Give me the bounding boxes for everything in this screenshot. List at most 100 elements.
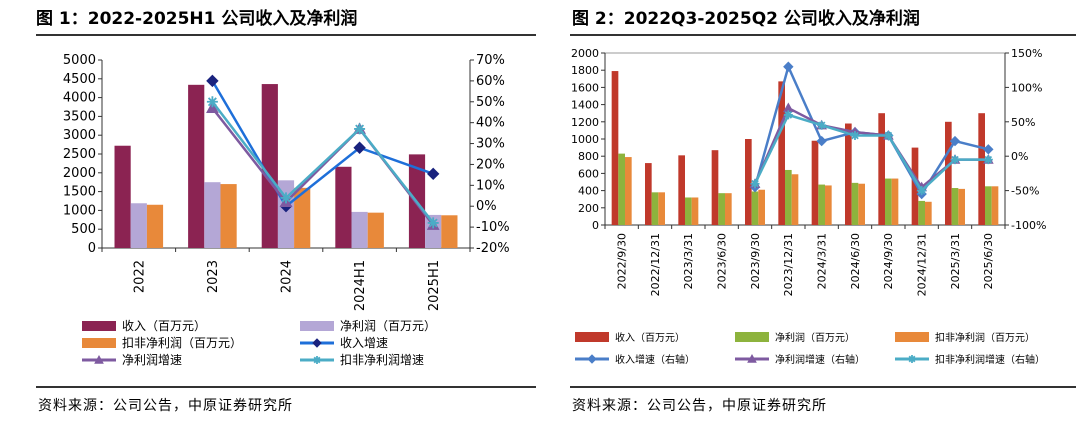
fig2-legend-swatch <box>895 332 929 342</box>
fig1-bar <box>188 84 205 248</box>
figure-1-top-rule <box>36 34 536 36</box>
fig1-left-tick-label: 4500 <box>63 72 96 87</box>
fig2-point <box>983 155 993 165</box>
fig2-bar <box>991 186 999 225</box>
figure-2-chart: 0 200 400 600 800 1000 1200 1400 1600 1800 2000 -10… <box>571 47 1046 366</box>
fig1-category-label: 2025H1 <box>427 260 442 311</box>
fig2-bar <box>825 185 832 225</box>
fig2-left-tick-label: 1000 <box>571 133 599 146</box>
fig2-bar <box>958 188 965 225</box>
fig1-right-tick-label: 30% <box>476 137 505 152</box>
fig2-bar <box>985 186 992 225</box>
fig2-series-line <box>753 113 989 193</box>
fig2-category-label: 2024/9/30 <box>882 233 895 289</box>
fig1-point <box>206 101 219 113</box>
fig1-right-tick-label: 10% <box>476 178 505 193</box>
fig2-point <box>783 61 794 72</box>
fig2-bar <box>845 123 852 225</box>
fig2-bar <box>691 197 699 225</box>
fig2-bar <box>918 200 925 225</box>
fig1-point <box>426 167 440 181</box>
fig1-bar <box>294 187 311 248</box>
fig2-legend-label: 净利润（百万元） <box>775 331 855 344</box>
fig1-bar <box>335 166 352 248</box>
figure-1-panel: 图 1：2022-2025H1 公司收入及净利润 0 500 1000 1500 200… <box>36 9 536 414</box>
fig1-right-tick-label: -20% <box>476 241 510 256</box>
fig1-bar <box>441 215 458 248</box>
fig1-point <box>354 123 366 135</box>
figure-2-source: 资料来源：公司公告，中原证券研究所 <box>572 398 827 414</box>
fig2-bar <box>945 121 952 225</box>
fig2-right-tick-label: 100% <box>1011 81 1042 94</box>
fig2-point <box>983 144 994 155</box>
fig2-right-tick-label: -100% <box>1011 219 1046 232</box>
figure-1-bottom-rule <box>36 386 536 388</box>
fig1-legend-label: 扣非净利润增速 <box>340 353 424 367</box>
fig2-left-tick-label: 800 <box>578 150 599 163</box>
fig1-bar <box>367 212 384 248</box>
fig2-legend-label: 收入（百万元） <box>615 331 685 344</box>
fig2-left-tick-label: 2000 <box>571 47 599 60</box>
fig2-right-tick-label: 150% <box>1011 47 1042 60</box>
fig2-right-tick-label: -50% <box>1011 185 1039 198</box>
fig1-legend-swatch-marker <box>94 354 104 364</box>
fig1-right-tick-label: -10% <box>476 220 510 235</box>
fig2-left-tick-label: 1400 <box>571 99 599 112</box>
fig2-legend-label: 扣非净利润（百万元） <box>935 331 1035 344</box>
fig2-point <box>950 155 960 165</box>
fig2-point <box>816 135 827 147</box>
fig2-legend-swatch <box>575 332 609 342</box>
fig1-right-tick-label: 70% <box>476 53 505 68</box>
fig2-bar <box>711 150 719 225</box>
fig1-legend-label: 净利润（百万元） <box>340 319 436 333</box>
fig2-legend-label: 净利润增速（右轴） <box>775 353 865 366</box>
fig2-category-label: 2023/3/31 <box>682 233 695 289</box>
fig1-point <box>206 74 219 88</box>
fig2-bar <box>778 81 785 225</box>
figure-1-title: 图 1：2022-2025H1 公司收入及净利润 <box>36 9 358 29</box>
fig1-series-line <box>211 101 435 224</box>
fig2-legend-swatch-marker <box>908 355 916 363</box>
fig1-bar <box>261 84 278 248</box>
fig1-point <box>353 141 366 154</box>
fig1-legend-label: 收入（百万元） <box>122 319 206 333</box>
fig2-left-tick-label: 1800 <box>571 64 599 77</box>
fig1-point <box>280 192 292 204</box>
fig1-right-tick-label: 40% <box>476 116 505 131</box>
fig1-left-tick-label: 1500 <box>63 185 96 200</box>
fig2-bar <box>878 113 885 225</box>
fig1-legend-label: 净利润增速 <box>122 353 182 367</box>
fig2-bar <box>885 178 892 225</box>
fig2-category-label: 2023/6/30 <box>716 233 729 289</box>
fig1-legend-swatch-marker <box>313 356 321 364</box>
fig2-bar <box>718 193 725 225</box>
fig2-bar <box>611 71 619 225</box>
fig1-bar <box>114 145 131 248</box>
figure-2-panel: 图 2：2022Q3-2025Q2 公司收入及净利润 0 200 400 600 800… <box>540 0 1080 423</box>
fig2-bar <box>758 189 765 225</box>
fig1-legend-swatch <box>82 321 116 331</box>
fig2-category-label: 2023/9/30 <box>749 233 762 289</box>
fig2-bar <box>745 139 752 225</box>
fig2-left-tick-label: 1200 <box>571 116 599 129</box>
fig1-bar <box>146 204 164 248</box>
fig2-point <box>817 120 827 130</box>
fig1-left-tick-label: 4000 <box>63 91 96 106</box>
fig1-series-line <box>211 107 435 226</box>
fig2-bar <box>858 183 865 225</box>
fig1-right-tick-label: 0% <box>476 199 497 214</box>
fig2-bar <box>891 178 899 225</box>
fig2-bar <box>811 140 819 225</box>
fig2-category-label: 2025/6/30 <box>982 233 995 289</box>
fig2-bar <box>911 147 919 225</box>
fig2-bar <box>625 157 632 225</box>
fig1-left-tick-label: 5000 <box>63 53 96 68</box>
fig2-point <box>750 179 760 189</box>
fig1-right-tick-label: 20% <box>476 157 505 172</box>
fig2-bar <box>645 163 652 225</box>
figure-2-top-rule <box>570 34 1076 36</box>
fig2-point <box>783 110 793 120</box>
fig1-legend-label: 扣非净利润（百万元） <box>122 336 242 350</box>
fig1-left-tick-label: 3500 <box>63 109 96 124</box>
fig2-left-tick-label: 200 <box>578 202 599 215</box>
